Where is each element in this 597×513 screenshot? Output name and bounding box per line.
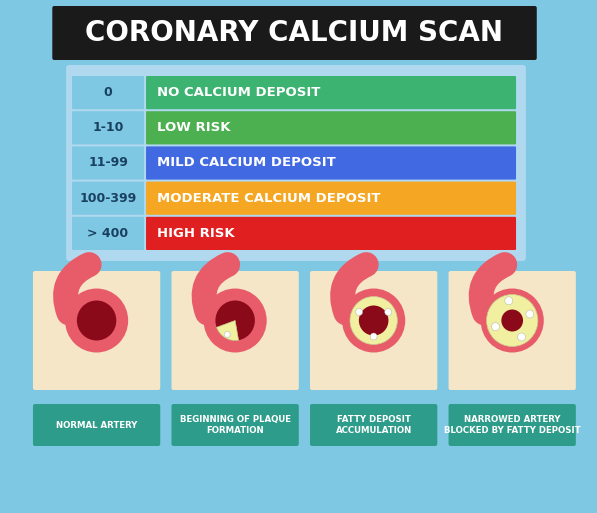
Text: 11-99: 11-99 (88, 156, 128, 169)
FancyBboxPatch shape (146, 111, 516, 144)
FancyBboxPatch shape (448, 404, 576, 446)
Wedge shape (217, 321, 239, 341)
FancyArrowPatch shape (343, 265, 366, 313)
FancyBboxPatch shape (72, 111, 144, 144)
FancyBboxPatch shape (72, 76, 144, 109)
Circle shape (526, 310, 534, 318)
FancyBboxPatch shape (171, 404, 298, 446)
FancyBboxPatch shape (146, 182, 516, 215)
Circle shape (359, 306, 389, 336)
Circle shape (481, 288, 544, 352)
FancyBboxPatch shape (66, 65, 526, 261)
FancyBboxPatch shape (33, 271, 160, 390)
Circle shape (505, 297, 513, 305)
Text: LOW RISK: LOW RISK (157, 121, 230, 134)
Circle shape (342, 288, 405, 352)
Circle shape (518, 333, 525, 341)
FancyBboxPatch shape (33, 404, 160, 446)
Text: NORMAL ARTERY: NORMAL ARTERY (56, 421, 137, 429)
Circle shape (77, 301, 116, 341)
FancyBboxPatch shape (448, 271, 576, 390)
Text: FATTY DEPOSIT
ACCUMULATION: FATTY DEPOSIT ACCUMULATION (336, 416, 412, 435)
Text: 0: 0 (104, 86, 112, 99)
Text: BEGINNING OF PLAQUE
FORMATION: BEGINNING OF PLAQUE FORMATION (180, 416, 291, 435)
Circle shape (65, 288, 128, 352)
Text: 1-10: 1-10 (93, 121, 124, 134)
Circle shape (487, 294, 538, 346)
Circle shape (356, 308, 362, 315)
FancyBboxPatch shape (72, 182, 144, 215)
Text: MODERATE CALCIUM DEPOSIT: MODERATE CALCIUM DEPOSIT (157, 192, 380, 205)
Circle shape (216, 301, 255, 341)
FancyBboxPatch shape (146, 146, 516, 180)
FancyArrowPatch shape (204, 265, 227, 313)
Text: CORONARY CALCIUM SCAN: CORONARY CALCIUM SCAN (85, 19, 503, 47)
FancyBboxPatch shape (72, 217, 144, 250)
Circle shape (224, 331, 230, 338)
FancyArrowPatch shape (481, 265, 504, 313)
FancyBboxPatch shape (146, 76, 516, 109)
Circle shape (370, 333, 377, 340)
FancyBboxPatch shape (310, 404, 438, 446)
Text: MILD CALCIUM DEPOSIT: MILD CALCIUM DEPOSIT (157, 156, 336, 169)
FancyBboxPatch shape (171, 271, 298, 390)
FancyBboxPatch shape (146, 217, 516, 250)
Circle shape (384, 308, 392, 315)
Circle shape (501, 309, 523, 331)
Circle shape (350, 297, 398, 345)
Text: 100-399: 100-399 (79, 192, 137, 205)
Circle shape (491, 323, 500, 331)
Text: > 400: > 400 (88, 227, 128, 240)
Text: HIGH RISK: HIGH RISK (157, 227, 235, 240)
FancyArrowPatch shape (66, 265, 89, 313)
Circle shape (204, 288, 267, 352)
FancyBboxPatch shape (72, 146, 144, 180)
Text: NARROWED ARTERY
BLOCKED BY FATTY DEPOSIT: NARROWED ARTERY BLOCKED BY FATTY DEPOSIT (444, 416, 580, 435)
FancyBboxPatch shape (53, 6, 537, 60)
Text: NO CALCIUM DEPOSIT: NO CALCIUM DEPOSIT (157, 86, 320, 99)
FancyBboxPatch shape (310, 271, 438, 390)
